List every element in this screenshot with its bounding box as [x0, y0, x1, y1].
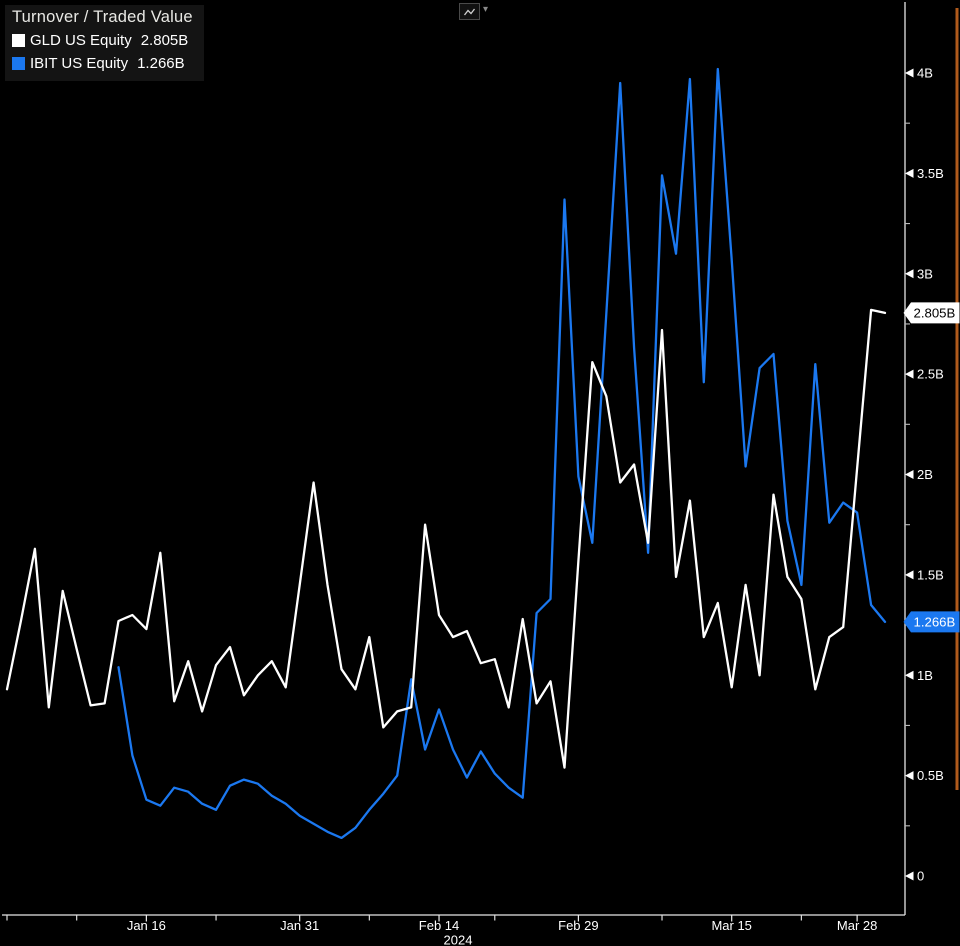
y-axis-label: 0	[917, 869, 924, 884]
x-axis-year-label: 2024	[444, 933, 473, 946]
x-axis-label: Mar 15	[711, 918, 751, 933]
y-tick-arrow-icon	[905, 670, 914, 680]
panel-edge-strip	[955, 8, 959, 790]
y-tick-arrow-icon	[905, 269, 914, 279]
y-tick-arrow-icon	[905, 168, 914, 178]
gld-last-price-badge	[903, 302, 960, 324]
y-axis-label: 1.5B	[917, 567, 944, 582]
x-axis-label: Jan 16	[127, 918, 166, 933]
y-axis-label: 0.5B	[917, 768, 944, 783]
legend-item-ibit[interactable]: IBIT US Equity 1.266B	[12, 52, 193, 75]
legend: Turnover / Traded Value GLD US Equity 2.…	[5, 5, 204, 81]
gld-series-label: GLD US Equity	[30, 32, 132, 49]
chart-type-button[interactable]	[459, 3, 480, 20]
ibit-series-label: IBIT US Equity	[30, 55, 129, 72]
chart-type-caret-icon[interactable]: ▾	[483, 4, 489, 15]
legend-item-gld[interactable]: GLD US Equity 2.805B	[12, 29, 193, 52]
y-axis-label: 1B	[917, 668, 933, 683]
ibit-last-price-label: 1.266B	[914, 615, 956, 630]
ibit-line	[117, 67, 887, 840]
y-tick-arrow-icon	[905, 68, 914, 78]
x-axis-label: Feb 29	[558, 918, 598, 933]
x-axis-label: Feb 14	[419, 918, 459, 933]
x-axis-label: Mar 28	[837, 918, 877, 933]
line-chart-icon	[463, 8, 476, 15]
y-axis-label: 2.5B	[917, 367, 944, 382]
chart-title: Turnover / Traded Value	[12, 8, 193, 26]
y-tick-arrow-icon	[905, 470, 914, 479]
gld-line	[5, 308, 887, 769]
x-axis-label: Jan 31	[280, 918, 319, 933]
y-tick-arrow-icon	[905, 369, 914, 379]
y-tick-arrow-icon	[905, 570, 914, 580]
gld-series-swatch-icon	[12, 34, 25, 47]
gld-last-price-label: 2.805B	[914, 306, 956, 321]
ibit-last-price-badge	[903, 611, 960, 633]
y-axis-label: 2B	[917, 467, 933, 482]
y-tick-arrow-icon	[905, 871, 914, 881]
y-axis-label: 4B	[917, 66, 933, 81]
y-axis-label: 3B	[917, 266, 933, 281]
y-tick-arrow-icon	[905, 771, 914, 781]
gld-series-value: 2.805B	[140, 32, 189, 49]
ibit-series-value: 1.266B	[137, 55, 185, 72]
y-axis-label: 3.5B	[917, 166, 944, 181]
ibit-series-swatch-icon	[12, 57, 25, 70]
